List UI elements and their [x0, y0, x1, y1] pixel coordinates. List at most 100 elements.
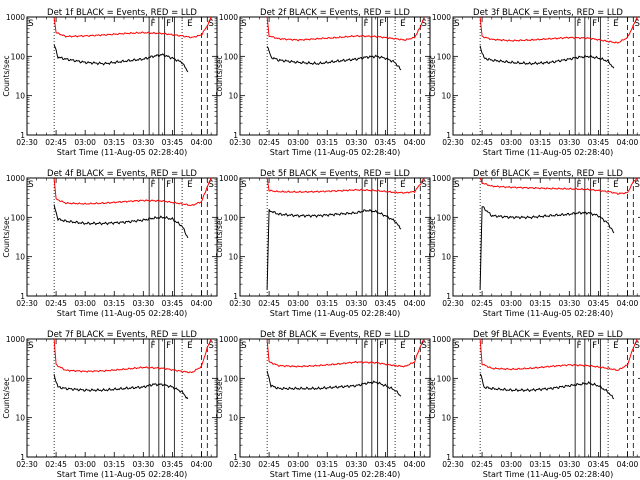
- y-tick-label: 1: [233, 453, 238, 462]
- x-tick-label: 03:15: [103, 460, 125, 469]
- chart-panel: Det 8f BLACK = Events, RED = LLD 1 10 100 10…: [215, 330, 431, 479]
- lld-series-line: [479, 338, 638, 371]
- y-axis-label: Counts/sec: [2, 377, 11, 418]
- x-axis-label: Start Time (11-Aug-05 02:28:40): [270, 470, 401, 479]
- events-series-line: [266, 208, 402, 290]
- x-tick-label: 03:30: [133, 460, 155, 469]
- plot-frame: [26, 177, 218, 297]
- x-tick-label: 03:00: [287, 138, 309, 147]
- y-tick-label: 10: [15, 253, 25, 262]
- events-series-line: [479, 206, 615, 290]
- chart-title: Det 9f BLACK = Events, RED = LLD: [473, 330, 623, 340]
- y-tick-label: 100: [11, 52, 26, 61]
- flag-label: S: [421, 180, 426, 190]
- x-tick-label: 02:45: [45, 460, 67, 469]
- x-tick-label: 02:45: [471, 138, 493, 147]
- flag-label: F: [151, 180, 156, 190]
- y-tick-label: 100: [437, 213, 452, 222]
- x-tick-label: 03:00: [74, 299, 96, 308]
- events-series-line: [479, 45, 615, 69]
- y-tick-label: 1: [446, 453, 451, 462]
- x-axis-label: Start Time (11-Aug-05 02:28:40): [483, 148, 614, 157]
- flag-label: F: [166, 19, 171, 29]
- flag-label: F: [577, 180, 582, 190]
- y-tick-label: 100: [224, 374, 239, 383]
- chart-title: Det 4f BLACK = Events, RED = LLD: [47, 169, 197, 179]
- flag-label: E: [613, 19, 618, 29]
- x-tick-label: 03:30: [559, 138, 581, 147]
- lld-series-line: [53, 177, 212, 207]
- x-tick-label: 03:45: [162, 138, 184, 147]
- x-tick-label: 03:45: [162, 299, 184, 308]
- x-tick-label: 04:00: [191, 138, 213, 147]
- flag-label: E: [400, 180, 405, 190]
- x-axis-label: Start Time (11-Aug-05 02:28:40): [57, 309, 188, 318]
- flag-label: E: [613, 180, 618, 190]
- x-tick-label: 04:00: [617, 138, 639, 147]
- x-tick-label: 03:15: [103, 299, 125, 308]
- x-tick-label: 04:00: [191, 460, 213, 469]
- lld-series-line: [266, 16, 425, 42]
- x-tick-label: 03:00: [74, 460, 96, 469]
- x-tick-label: 02:45: [471, 299, 493, 308]
- y-tick-label: 100: [11, 213, 26, 222]
- x-tick-label: 02:45: [45, 138, 67, 147]
- x-tick-label: 02:30: [16, 460, 38, 469]
- y-tick-label: 1000: [432, 13, 451, 22]
- plot-frame: [452, 338, 640, 458]
- x-axis-label: Start Time (11-Aug-05 02:28:40): [483, 470, 614, 479]
- y-axis-label: Counts/sec: [2, 216, 11, 257]
- x-tick-label: 03:00: [287, 460, 309, 469]
- flag-label: S: [208, 180, 213, 190]
- y-axis-label: Counts/sec: [215, 55, 224, 96]
- flag-label: F: [364, 341, 369, 351]
- lld-series-line: [479, 177, 638, 195]
- x-tick-label: 03:15: [529, 138, 551, 147]
- x-tick-label: 02:30: [442, 138, 464, 147]
- x-tick-label: 03:15: [316, 460, 338, 469]
- x-tick-label: 03:45: [375, 299, 397, 308]
- y-tick-label: 1: [20, 131, 25, 140]
- flag-label: S: [634, 19, 639, 29]
- y-tick-label: 1: [233, 131, 238, 140]
- x-tick-label: 03:45: [375, 460, 397, 469]
- flag-label: E: [613, 341, 618, 351]
- y-tick-label: 1: [20, 453, 25, 462]
- x-tick-label: 02:45: [258, 138, 280, 147]
- x-tick-label: 04:00: [191, 299, 213, 308]
- x-axis-label: Start Time (11-Aug-05 02:28:40): [270, 309, 401, 318]
- x-tick-label: 04:00: [404, 460, 426, 469]
- x-tick-label: 03:00: [500, 299, 522, 308]
- flag-label: S: [241, 19, 246, 29]
- events-series-line: [266, 46, 402, 71]
- y-tick-label: 1000: [6, 335, 25, 344]
- x-tick-label: 02:30: [229, 138, 251, 147]
- flag-label: S: [454, 341, 459, 351]
- chart-title: Det 7f BLACK = Events, RED = LLD: [47, 330, 197, 340]
- flag-label: E: [400, 341, 405, 351]
- flag-label: F: [592, 341, 597, 351]
- x-tick-label: 03:45: [588, 138, 610, 147]
- x-tick-label: 03:30: [346, 460, 368, 469]
- x-tick-label: 03:15: [316, 299, 338, 308]
- x-tick-label: 03:45: [162, 460, 184, 469]
- x-tick-label: 02:45: [45, 299, 67, 308]
- y-tick-label: 1000: [432, 174, 451, 183]
- flag-label: S: [208, 19, 213, 29]
- plot-frame: [239, 177, 431, 297]
- events-series-line: [266, 370, 402, 397]
- x-tick-label: 02:45: [258, 460, 280, 469]
- x-tick-label: 03:00: [287, 299, 309, 308]
- flag-label: F: [592, 19, 597, 29]
- x-tick-label: 03:15: [316, 138, 338, 147]
- x-tick-label: 03:30: [133, 299, 155, 308]
- flag-label: S: [241, 341, 246, 351]
- events-series-line: [53, 204, 189, 239]
- y-tick-label: 1000: [6, 13, 25, 22]
- events-series-line: [479, 373, 615, 400]
- lld-series-line: [266, 338, 425, 368]
- x-tick-label: 03:45: [588, 460, 610, 469]
- flag-label: S: [28, 180, 33, 190]
- y-axis-label: Counts/sec: [428, 55, 437, 96]
- chart-title: Det 6f BLACK = Events, RED = LLD: [473, 169, 623, 179]
